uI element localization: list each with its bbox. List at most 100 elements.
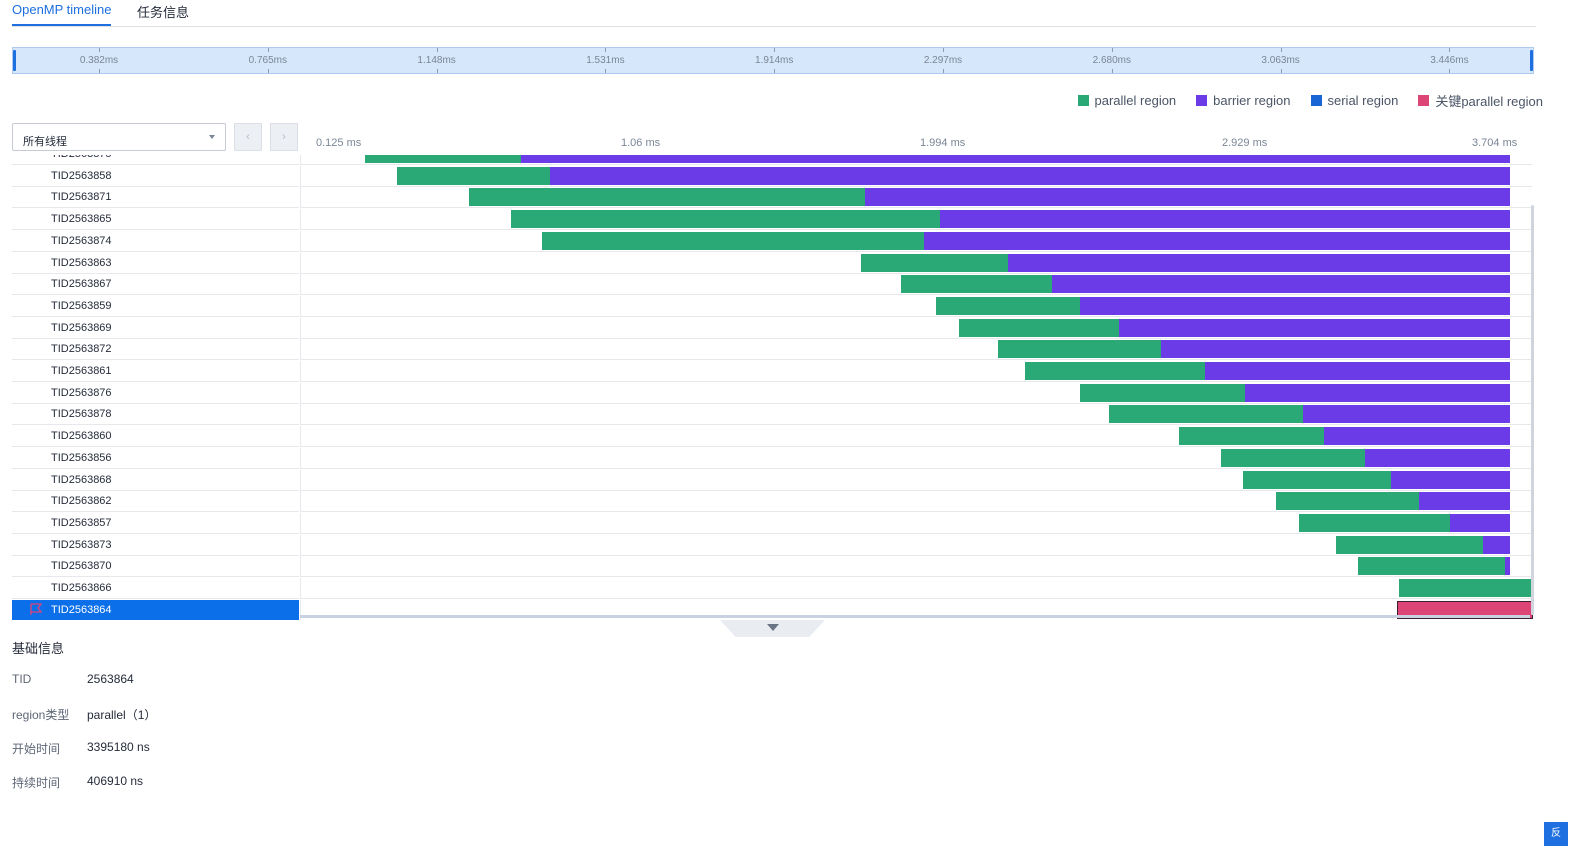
parallel-region-bar[interactable] [364, 155, 522, 163]
thread-name[interactable]: TID2563870 [12, 556, 299, 578]
thread-name[interactable]: TID2563861 [12, 361, 299, 382]
brush-left-handle[interactable] [13, 50, 16, 71]
thread-row[interactable]: TID2563860 [12, 426, 1532, 448]
thread-name[interactable]: TID2563860 [12, 426, 299, 448]
legend-parallel-region[interactable]: parallel region [1077, 91, 1176, 110]
parallel-region-bar[interactable] [1108, 405, 1304, 424]
thread-name[interactable]: TID2563857 [12, 513, 299, 534]
legend-serial-region[interactable]: serial region [1310, 91, 1398, 110]
parallel-region-bar[interactable] [1242, 470, 1392, 489]
thread-name[interactable]: TID2563858 [12, 166, 299, 187]
thread-row[interactable]: TID2563858 [12, 165, 1532, 188]
thread-row[interactable]: TID2563857 [12, 512, 1532, 535]
thread-row[interactable]: TID2563866 [12, 578, 1533, 600]
thread-name[interactable]: TID2563873 [12, 535, 299, 556]
legend-barrier-region[interactable]: barrier region [1196, 91, 1291, 110]
parallel-region-bar[interactable] [900, 275, 1053, 294]
parallel-region-bar[interactable] [541, 231, 924, 250]
barrier-region-bar[interactable] [549, 166, 1510, 185]
barrier-region-bar[interactable] [1505, 557, 1510, 576]
thread-row[interactable]: TID2563874 [12, 230, 1532, 253]
parallel-region-bar[interactable] [397, 166, 550, 185]
thread-name[interactable]: TID2563865 [12, 209, 299, 231]
thread-row[interactable]: TID2563865 [12, 209, 1532, 231]
parallel-region-bar[interactable] [1298, 513, 1450, 532]
parallel-region-bar[interactable] [1079, 383, 1245, 402]
thread-name[interactable]: TID2563856 [12, 448, 299, 469]
thread-name[interactable]: TID2563871 [12, 187, 299, 209]
thread-row[interactable]: TID2563878 [12, 404, 1532, 426]
thread-row[interactable]: TID2563864 [12, 599, 1533, 620]
thread-row[interactable]: TID2563875 [12, 155, 1532, 166]
barrier-region-bar[interactable] [1079, 296, 1510, 315]
barrier-region-bar[interactable] [1391, 470, 1510, 489]
barrier-region-bar[interactable] [1007, 253, 1510, 272]
barrier-region-bar[interactable] [1161, 340, 1510, 359]
vertical-scrollbar[interactable] [1531, 205, 1534, 615]
thread-row[interactable]: TID2563871 [12, 187, 1532, 209]
thread-name[interactable]: TID2563859 [12, 296, 299, 317]
tab-task-info[interactable]: 任务信息 [137, 5, 190, 20]
thread-row[interactable]: TID2563869 [12, 317, 1532, 340]
barrier-region-bar[interactable] [521, 155, 1510, 163]
thread-name[interactable]: TID2563862 [12, 491, 299, 513]
thread-row[interactable]: TID2563859 [12, 295, 1532, 318]
parallel-region-bar[interactable] [1399, 579, 1533, 597]
thread-name[interactable]: TID2563872 [12, 339, 299, 361]
thread-row[interactable]: TID2563868 [12, 469, 1532, 492]
thread-name[interactable]: TID2563875 [12, 155, 299, 165]
thread-name[interactable]: TID2563878 [12, 404, 299, 426]
collapse-panel-button[interactable] [720, 620, 825, 637]
brush-right-handle[interactable] [1530, 50, 1533, 71]
thread-row[interactable]: TID2563872 [12, 339, 1532, 361]
thread-name[interactable]: TID2563876 [12, 383, 299, 404]
thread-name[interactable]: TID2563869 [12, 318, 299, 339]
thread-row[interactable]: TID2563861 [12, 361, 1532, 383]
thread-name[interactable]: TID2563867 [12, 274, 299, 296]
thread-row[interactable]: TID2563873 [12, 534, 1532, 557]
thread-row[interactable]: TID2563856 [12, 447, 1532, 470]
thread-name[interactable]: TID2563868 [12, 470, 299, 491]
parallel-region-bar[interactable] [1358, 557, 1506, 576]
tab-openmp-timeline[interactable]: OpenMP timeline [12, 2, 112, 26]
parallel-region-bar[interactable] [1335, 535, 1484, 554]
barrier-region-bar[interactable] [1449, 513, 1510, 532]
parallel-region-bar[interactable] [1276, 492, 1420, 511]
thread-row[interactable]: TID2563867 [12, 274, 1532, 296]
parallel-region-bar[interactable] [1024, 362, 1205, 380]
parallel-region-bar[interactable] [959, 318, 1120, 337]
prev-button[interactable]: ‹ [234, 123, 262, 151]
barrier-region-bar[interactable] [1483, 535, 1510, 554]
thread-filter-select[interactable]: 所有线程 [12, 123, 226, 151]
barrier-region-bar[interactable] [1052, 275, 1510, 294]
barrier-region-bar[interactable] [923, 231, 1510, 250]
horizontal-scrollbar[interactable] [300, 615, 1530, 618]
barrier-region-bar[interactable] [1365, 448, 1510, 467]
barrier-region-bar[interactable] [1119, 318, 1510, 337]
thread-row[interactable]: TID2563863 [12, 252, 1532, 275]
barrier-region-bar[interactable] [1204, 362, 1510, 380]
timeline-overview-brush[interactable]: 0.382ms 0.765ms 1.148ms 1.531ms 1.914ms 2.297… [12, 47, 1534, 74]
parallel-region-bar[interactable] [511, 210, 941, 229]
parallel-region-bar[interactable] [1178, 427, 1325, 446]
parallel-region-bar[interactable] [998, 340, 1162, 359]
barrier-region-bar[interactable] [1244, 383, 1510, 402]
parallel-region-bar[interactable] [1220, 448, 1366, 467]
feedback-button[interactable]: 反 [1544, 822, 1568, 846]
thread-name[interactable]: TID2563866 [12, 578, 299, 599]
thread-row[interactable]: TID2563862 [12, 491, 1532, 513]
thread-name[interactable]: TID2563863 [12, 253, 299, 274]
thread-row[interactable]: TID2563876 [12, 382, 1532, 405]
thread-name[interactable]: TID2563864 [12, 599, 299, 620]
barrier-region-bar[interactable] [940, 210, 1510, 229]
barrier-region-bar[interactable] [1324, 427, 1510, 446]
parallel-region-bar[interactable] [935, 296, 1080, 315]
parallel-region-bar[interactable] [860, 253, 1008, 272]
thread-row[interactable]: TID2563870 [12, 556, 1532, 578]
next-button[interactable]: › [270, 123, 298, 151]
legend-critical-parallel-region[interactable]: 关键parallel region [1418, 91, 1543, 110]
thread-name[interactable]: TID2563874 [12, 231, 299, 252]
barrier-region-bar[interactable] [1419, 492, 1510, 511]
parallel-region-bar[interactable] [468, 188, 865, 207]
barrier-region-bar[interactable] [864, 188, 1510, 207]
